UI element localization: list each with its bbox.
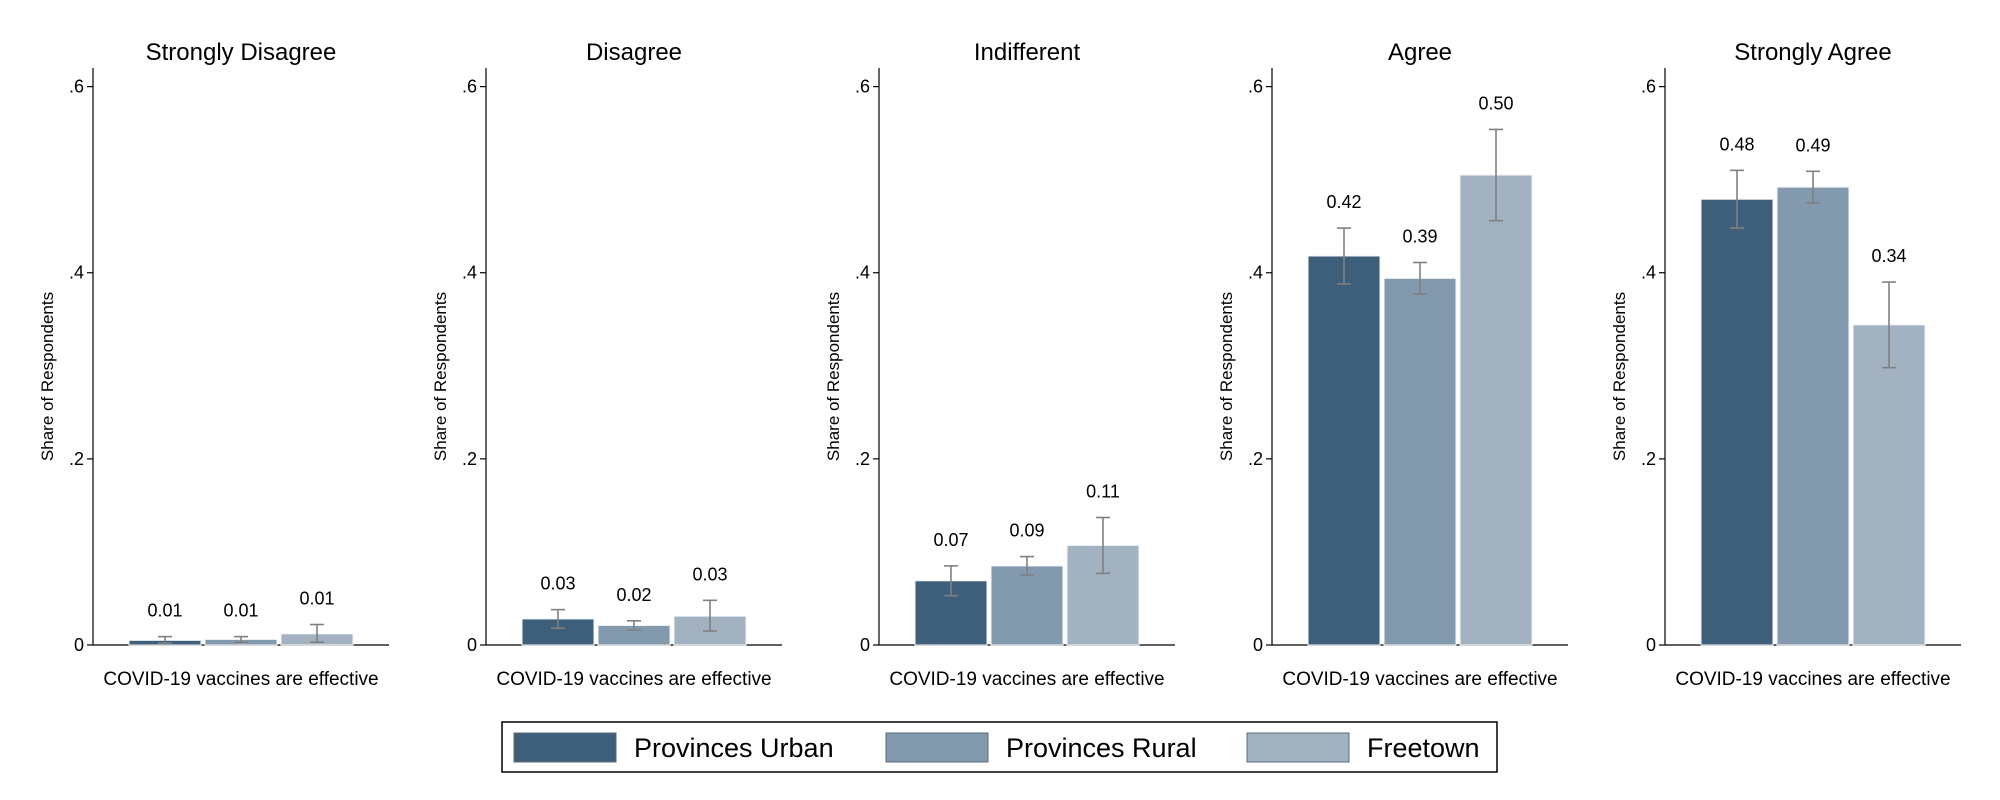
data-label: 0.01 — [147, 601, 182, 621]
bar-freetown — [1852, 324, 1926, 646]
legend-label: Freetown — [1367, 733, 1480, 763]
bar-provinces-urban — [1700, 198, 1774, 646]
x-axis-title: COVID-19 vaccines are effective — [103, 669, 378, 690]
bar-freetown — [1459, 174, 1533, 646]
panel-title: Indifferent — [974, 39, 1081, 66]
y-tick-label: .6 — [1641, 77, 1656, 97]
y-tick-label: 0 — [1646, 635, 1656, 655]
y-axis-title: Share of Respondents — [431, 292, 450, 461]
x-axis-title: COVID-19 vaccines are effective — [1675, 669, 1950, 690]
data-label: 0.50 — [1478, 93, 1513, 113]
bar-provinces-rural — [1383, 277, 1457, 646]
data-label: 0.11 — [1086, 482, 1120, 502]
y-tick-label: .6 — [1248, 77, 1263, 97]
y-tick-label: 0 — [467, 635, 477, 655]
data-label: 0.07 — [933, 530, 968, 550]
y-tick-label: .4 — [1641, 263, 1656, 283]
y-axis-title: Share of Respondents — [1610, 292, 1629, 461]
y-tick-label: .4 — [1248, 263, 1263, 283]
x-axis-title: COVID-19 vaccines are effective — [889, 669, 1164, 690]
data-label: 0.42 — [1326, 192, 1361, 212]
legend-swatch — [885, 732, 989, 763]
panel-title: Agree — [1388, 39, 1452, 66]
y-tick-label: .2 — [855, 449, 870, 469]
data-label: 0.03 — [692, 564, 727, 584]
legend-swatch — [1246, 732, 1350, 763]
y-tick-label: 0 — [1253, 635, 1263, 655]
data-label: 0.49 — [1795, 135, 1830, 155]
y-axis-title: Share of Respondents — [38, 292, 57, 461]
y-tick-label: .4 — [462, 263, 477, 283]
data-label: 0.34 — [1871, 246, 1906, 266]
y-tick-label: .2 — [1248, 449, 1263, 469]
bar-provinces-rural — [1776, 186, 1850, 646]
y-tick-label: .4 — [69, 263, 84, 283]
y-tick-label: 0 — [74, 635, 84, 655]
data-label: 0.09 — [1009, 521, 1044, 541]
y-tick-label: .2 — [462, 449, 477, 469]
y-tick-label: .6 — [855, 77, 870, 97]
data-label: 0.01 — [223, 601, 258, 621]
y-tick-label: .2 — [1641, 449, 1656, 469]
legend-label: Provinces Urban — [634, 733, 834, 763]
panel-title: Strongly Disagree — [146, 39, 337, 66]
legend-swatch — [513, 732, 617, 763]
x-axis-title: COVID-19 vaccines are effective — [496, 669, 771, 690]
y-tick-label: .6 — [69, 77, 84, 97]
y-axis-title: Share of Respondents — [824, 292, 843, 461]
data-label: 0.39 — [1402, 227, 1437, 247]
data-label: 0.01 — [299, 589, 334, 609]
data-label: 0.03 — [540, 574, 575, 594]
x-axis-title: COVID-19 vaccines are effective — [1282, 669, 1557, 690]
data-label: 0.48 — [1719, 134, 1754, 154]
bar-provinces-urban — [1307, 255, 1381, 646]
y-tick-label: .2 — [69, 449, 84, 469]
y-tick-label: .6 — [462, 77, 477, 97]
y-axis-title: Share of Respondents — [1217, 292, 1236, 461]
y-tick-label: .4 — [855, 263, 870, 283]
panel-title: Strongly Agree — [1734, 39, 1891, 66]
bar-provinces-rural — [990, 565, 1064, 646]
data-label: 0.02 — [616, 585, 651, 605]
y-tick-label: 0 — [860, 635, 870, 655]
legend-label: Provinces Rural — [1006, 733, 1197, 763]
panel-title: Disagree — [586, 39, 682, 66]
